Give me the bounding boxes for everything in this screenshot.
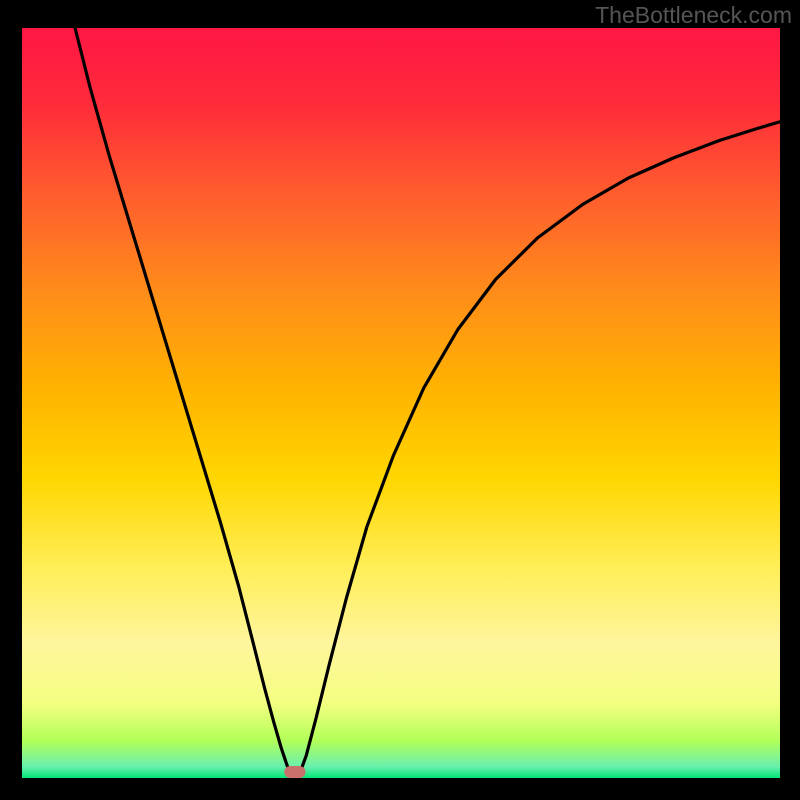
plot-area bbox=[22, 28, 780, 778]
gradient-background bbox=[22, 28, 780, 778]
chart-stage: TheBottleneck.com bbox=[0, 0, 800, 800]
bottleneck-chart bbox=[0, 0, 800, 800]
minimum-marker bbox=[284, 766, 305, 778]
watermark-label: TheBottleneck.com bbox=[595, 2, 792, 29]
